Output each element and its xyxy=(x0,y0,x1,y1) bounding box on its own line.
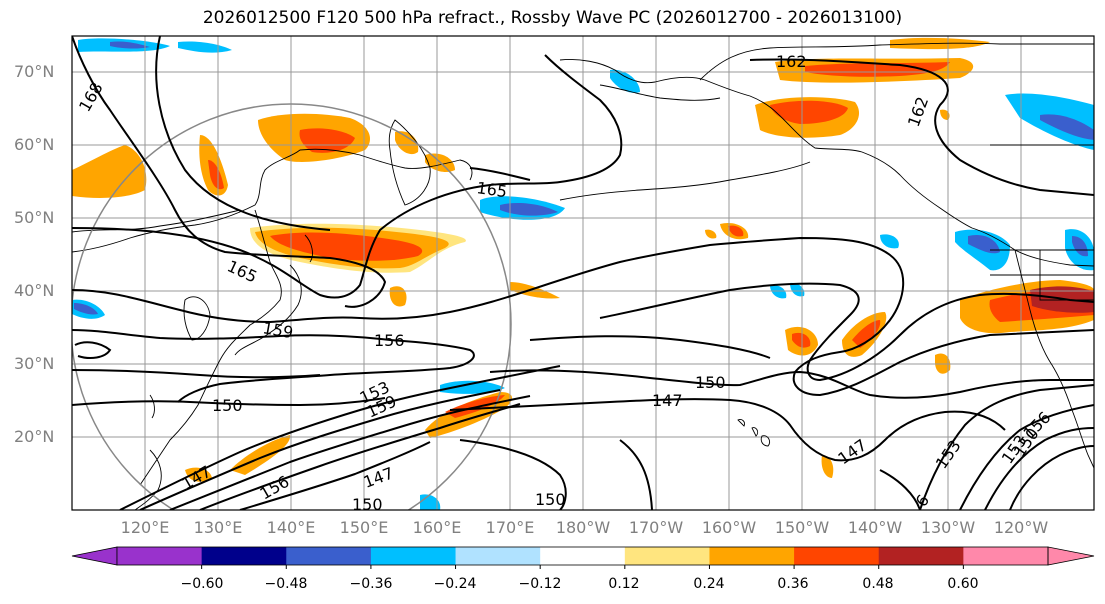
height-contours xyxy=(72,36,1094,510)
colorbar-swatch xyxy=(624,547,710,565)
colorbar-tick-label: −0.24 xyxy=(433,576,477,592)
lon-label-130w: 130°W xyxy=(920,518,976,537)
lon-label-160e: 160°E xyxy=(412,518,462,537)
colorbar-border xyxy=(116,546,1049,566)
lon-label-120e: 120°E xyxy=(120,518,170,537)
lon-label-150w: 150°W xyxy=(774,518,830,537)
colorbar-tick-label: 0.12 xyxy=(608,576,640,592)
colorbar-swatch xyxy=(963,547,1049,565)
rossby-wave-circle xyxy=(72,103,512,510)
colorbar-swatch xyxy=(201,547,287,565)
contour-label: 150 xyxy=(695,373,726,392)
colorbar-tick-label: −0.48 xyxy=(264,576,308,592)
lon-label-170w: 170°W xyxy=(628,518,684,537)
contour-label: 165 xyxy=(475,178,508,201)
lon-label-180w: 180°W xyxy=(555,518,611,537)
colorbar-tick-label: 0.60 xyxy=(947,576,979,592)
colorbar-swatch xyxy=(794,547,880,565)
lon-label-120w: 120°W xyxy=(993,518,1049,537)
lon-label-170e: 170°E xyxy=(485,518,535,537)
map-frame xyxy=(71,35,1095,511)
contour-label: 147 xyxy=(652,391,683,410)
lat-label-50n: 50°N xyxy=(14,208,55,227)
contour-label: 156 xyxy=(374,331,405,350)
colorbar-tick-label: −0.36 xyxy=(349,576,393,592)
colorbar-tick-label: 0.36 xyxy=(777,576,809,592)
lat-label-60n: 60°N xyxy=(14,135,55,154)
contour-label: 150 xyxy=(535,490,566,509)
colorbar-swatch xyxy=(709,547,795,565)
lat-label-20n: 20°N xyxy=(14,427,55,446)
lon-label-160w: 160°W xyxy=(701,518,757,537)
colorbar-swatch xyxy=(455,547,541,565)
colorbar-tick-label: 0.48 xyxy=(862,576,894,592)
colorbar-extend-max xyxy=(1047,546,1095,566)
colorbar-swatch xyxy=(370,547,457,565)
colorbar-extend-min xyxy=(71,546,118,566)
map-title: 2026012500 F120 500 hPa refract., Rossby… xyxy=(202,8,903,28)
lon-label-140w: 140°W xyxy=(847,518,903,537)
lon-label-140e: 140°E xyxy=(266,518,316,537)
colorbar-swatch xyxy=(878,547,964,565)
lat-label-30n: 30°N xyxy=(14,354,55,373)
colorbar-swatch xyxy=(117,547,203,565)
colorbar-tick-label: −0.60 xyxy=(180,576,224,592)
contour-label: 150 xyxy=(352,495,383,514)
lon-label-150e: 150°E xyxy=(339,518,389,537)
lat-label-70n: 70°N xyxy=(14,62,55,81)
contour-label: 162 xyxy=(776,52,807,71)
colorbar-tick-label: 0.24 xyxy=(693,576,725,592)
colorbar-swatch xyxy=(286,547,372,565)
colorbar xyxy=(71,546,1095,569)
positive-anomaly-shading xyxy=(72,37,1094,482)
colorbar-swatch xyxy=(540,547,626,565)
lon-label-130e: 130°E xyxy=(193,518,243,537)
contour-label: 150 xyxy=(212,396,243,415)
lat-label-40n: 40°N xyxy=(14,281,55,300)
colorbar-tick-label: −0.12 xyxy=(518,576,562,592)
